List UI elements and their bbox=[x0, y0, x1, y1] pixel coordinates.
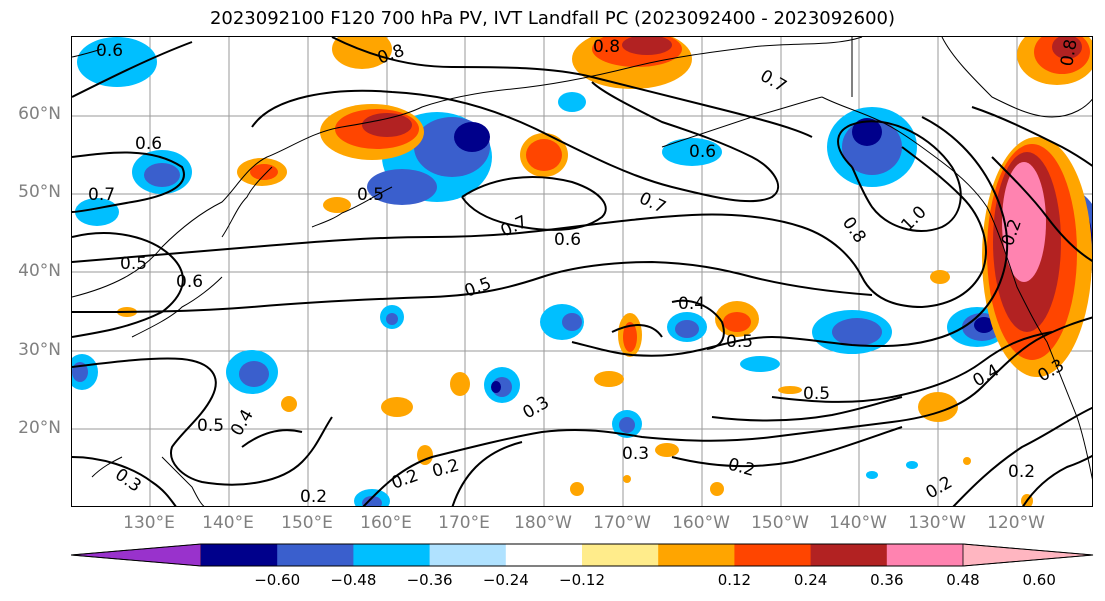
colorbar-segment bbox=[277, 544, 354, 566]
colorbar-tick-label: −0.24 bbox=[482, 571, 529, 589]
contour-label: 0.2 bbox=[300, 487, 327, 507]
lat-label: 20°N bbox=[18, 418, 61, 438]
contour-label: 0.2 bbox=[430, 456, 461, 482]
map-title: 2023092100 F120 700 hPa PV, IVT Landfall… bbox=[209, 8, 896, 29]
colorbar-tick-label: −0.36 bbox=[406, 571, 453, 589]
lon-label: 130°E bbox=[123, 513, 175, 533]
contour-label: 0.2 bbox=[1008, 462, 1035, 482]
lon-label: 130°W bbox=[908, 513, 966, 533]
contour-label: 0.4 bbox=[970, 360, 1003, 391]
colorbar-tick-label: 0.36 bbox=[870, 571, 904, 589]
colorbar-segment bbox=[886, 544, 964, 566]
contour-label: 0.8 bbox=[593, 37, 620, 57]
colorbar-tick-label: 0.12 bbox=[717, 571, 752, 589]
lon-label: 140°E bbox=[202, 513, 254, 533]
contour-label: 0.6 bbox=[689, 142, 716, 162]
lat-label: 40°N bbox=[18, 261, 61, 281]
contour-label: 0.3 bbox=[520, 392, 553, 423]
lat-label: 60°N bbox=[18, 104, 61, 124]
colorbar-tick-label: −0.60 bbox=[254, 571, 301, 589]
colorbar-extend-min bbox=[71, 543, 202, 567]
lon-label: 150°E bbox=[281, 513, 333, 533]
colorbar-segment bbox=[505, 544, 583, 566]
lon-label: 120°W bbox=[987, 513, 1045, 533]
contour-label: 0.2 bbox=[726, 455, 757, 481]
colorbar-segment bbox=[201, 544, 278, 566]
colorbar-tick-label: −0.12 bbox=[559, 571, 605, 589]
contour-label: 0.8 bbox=[1057, 38, 1081, 68]
graticule bbox=[72, 37, 1092, 506]
colorbar-segment bbox=[429, 544, 507, 566]
map-panel: 0.6 0.8 0.8 0.8 0.7 0.6 0.7 0.5 0.6 0.5 … bbox=[71, 36, 1093, 507]
contour-label: 0.4 bbox=[227, 406, 258, 439]
colorbar-segment bbox=[353, 544, 431, 566]
contour-label: 0.7 bbox=[636, 188, 669, 218]
colorbar-tick-label: 0.60 bbox=[1022, 571, 1056, 589]
contour-label: 0.5 bbox=[462, 274, 494, 302]
colorbar-segment bbox=[658, 544, 735, 566]
lat-label: 50°N bbox=[18, 182, 61, 202]
map-plot: 0.6 0.8 0.8 0.8 0.7 0.6 0.7 0.5 0.6 0.5 … bbox=[72, 37, 1092, 507]
coastlines bbox=[72, 37, 1092, 506]
contour-label: 0.5 bbox=[803, 384, 830, 404]
contour-label: 0.6 bbox=[96, 41, 123, 61]
colorbar-outline bbox=[71, 543, 1094, 567]
lon-label: 160°W bbox=[672, 513, 730, 533]
contour-label: 0.4 bbox=[678, 294, 705, 314]
lon-label: 150°W bbox=[751, 513, 809, 533]
contour-label: 0.2 bbox=[389, 466, 421, 494]
contour-label: 0.3 bbox=[622, 444, 649, 464]
contour-label: 0.6 bbox=[176, 272, 203, 292]
contour-label: 0.5 bbox=[120, 254, 147, 274]
colorbar-segments bbox=[71, 543, 1094, 567]
colorbar-segment bbox=[734, 544, 812, 566]
colorbar-tick-label: −0.48 bbox=[330, 571, 377, 589]
lon-label: 170°E bbox=[438, 513, 490, 533]
contour-label: 0.6 bbox=[135, 134, 162, 154]
colorbar-segment bbox=[582, 544, 659, 566]
contour-lines bbox=[72, 37, 1092, 506]
colorbar-tick-label: 0.24 bbox=[793, 571, 828, 589]
lon-label: 140°W bbox=[829, 513, 887, 533]
colorbar-segment bbox=[810, 544, 888, 566]
contour-label: 0.5 bbox=[197, 416, 224, 436]
contour-label: 0.5 bbox=[357, 185, 384, 205]
colorbar-extend-max bbox=[962, 543, 1094, 567]
lon-label: 180°W bbox=[514, 513, 572, 533]
contour-label: 0.7 bbox=[757, 66, 790, 97]
contour-label: 0.6 bbox=[554, 230, 581, 250]
lon-label: 170°W bbox=[593, 513, 651, 533]
colorbar bbox=[71, 543, 1094, 567]
contour-label: 0.5 bbox=[726, 332, 753, 352]
contour-label: 0.2 bbox=[923, 472, 956, 503]
colorbar-tick-label: 0.48 bbox=[946, 571, 980, 589]
contour-label: 0.7 bbox=[88, 185, 115, 205]
shading-positive bbox=[117, 37, 1092, 506]
contour-label: 0.8 bbox=[838, 213, 870, 247]
contour-label: 0.3 bbox=[111, 465, 145, 497]
lat-label: 30°N bbox=[18, 340, 61, 360]
lon-label: 160°E bbox=[360, 513, 412, 533]
contour-label: 0.7 bbox=[498, 212, 531, 242]
